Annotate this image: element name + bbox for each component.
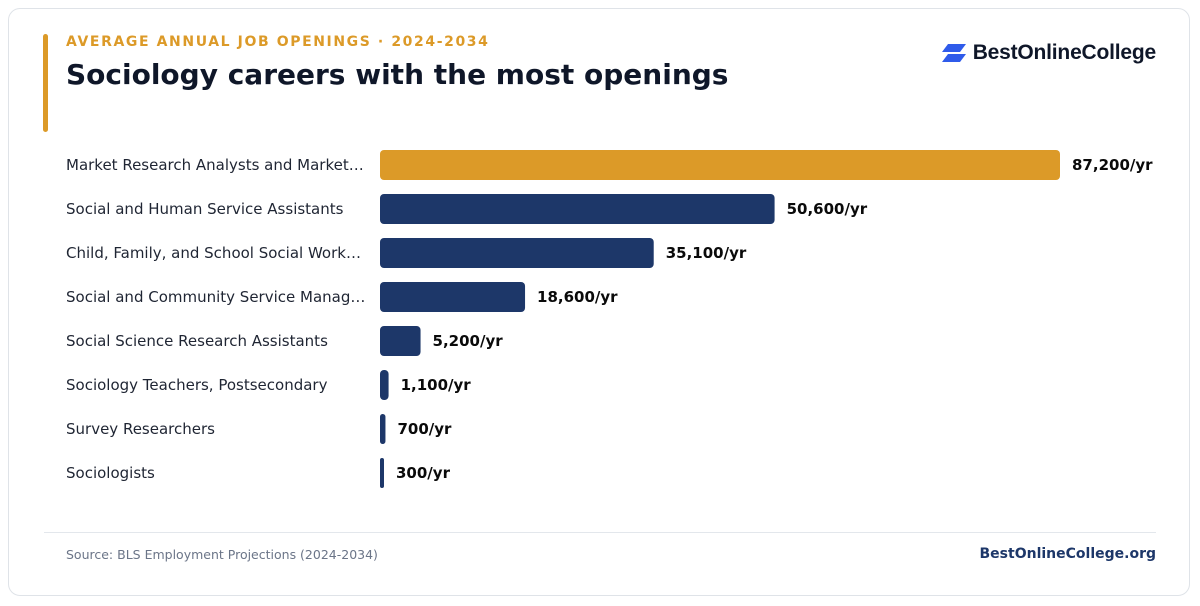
- value-label: 87,200/yr: [1072, 156, 1153, 174]
- category-label: Child, Family, and School Social Work…: [66, 244, 361, 262]
- category-label: Survey Researchers: [66, 420, 215, 438]
- site-link[interactable]: BestOnlineCollege.org: [979, 546, 1156, 562]
- brand-logo-text: BestOnlineCollege: [972, 41, 1157, 64]
- bar-0: [380, 150, 1060, 180]
- chart-eyebrow: AVERAGE ANNUAL JOB OPENINGS · 2024-2034: [66, 34, 490, 50]
- category-label: Social and Community Service Manag…: [66, 288, 365, 306]
- source-note: Source: BLS Employment Projections (2024…: [66, 547, 378, 562]
- category-label: Sociologists: [66, 464, 155, 482]
- title-accent-bar: [43, 34, 48, 132]
- brand-logo[interactable]: BestOnlineCollege: [941, 40, 1156, 66]
- category-label: Market Research Analysts and Market…: [66, 156, 364, 174]
- bar-3: [380, 282, 526, 312]
- value-label: 35,100/yr: [666, 244, 747, 262]
- value-label: 700/yr: [397, 420, 452, 438]
- chart-title: Sociology careers with the most openings: [66, 58, 729, 91]
- footer-divider: [44, 532, 1156, 533]
- bar-7: [380, 458, 384, 488]
- value-label: 300/yr: [396, 464, 451, 482]
- category-label: Social and Human Service Assistants: [66, 200, 344, 218]
- value-label: 50,600/yr: [787, 200, 868, 218]
- category-label: Sociology Teachers, Postsecondary: [66, 376, 328, 394]
- bar-4: [380, 326, 421, 356]
- bar-6: [380, 414, 386, 444]
- bar-5: [380, 370, 389, 400]
- bar-1: [380, 194, 775, 224]
- bar-2: [380, 238, 654, 268]
- value-label: 5,200/yr: [433, 332, 504, 350]
- value-label: 18,600/yr: [537, 288, 618, 306]
- chart-card: [8, 8, 1190, 596]
- category-label: Social Science Research Assistants: [66, 332, 328, 350]
- stacked-parallelogram-logo-icon: [941, 44, 966, 62]
- value-label: 1,100/yr: [401, 376, 472, 394]
